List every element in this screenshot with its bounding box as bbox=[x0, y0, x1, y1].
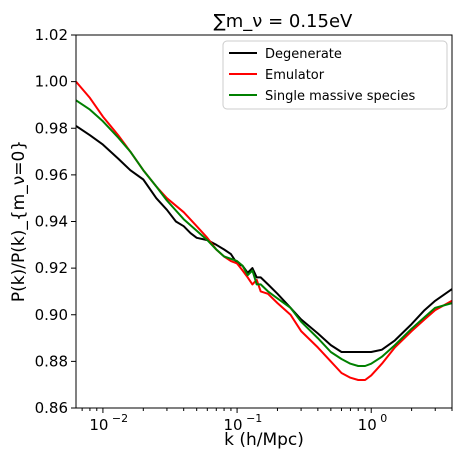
x-tick-label: 10 bbox=[89, 416, 108, 434]
y-axis-label: P(k)/P(k)_{m_ν=0} bbox=[9, 140, 29, 302]
y-tick-label: 1.02 bbox=[35, 26, 68, 44]
plot-frame bbox=[75, 34, 453, 409]
legend-label-1: Emulator bbox=[265, 68, 325, 83]
x-tick-exponent: −2 bbox=[112, 412, 128, 425]
x-tick-exponent: 0 bbox=[380, 412, 387, 425]
y-tick-label: 0.96 bbox=[35, 166, 68, 184]
y-tick-label: 0.90 bbox=[35, 306, 68, 324]
y-tick-label: 0.86 bbox=[35, 399, 68, 417]
series-layer bbox=[75, 80, 453, 381]
ticks-layer: 0.86 0.88 0.90 0.92 0.94 0.96 0.98 1.00 1.02 10 −2… bbox=[35, 26, 453, 434]
legend-box bbox=[222, 40, 448, 110]
x-axis-label: k (h/Mpc) bbox=[224, 430, 304, 450]
x-tick-exponent: −1 bbox=[246, 412, 262, 425]
chart-title: ∑m_ν = 0.15eV bbox=[214, 11, 353, 32]
legend: Degenerate Emulator Single massive species bbox=[222, 40, 448, 110]
y-tick-label: 0.88 bbox=[35, 352, 68, 370]
legend-label-2: Single massive species bbox=[265, 89, 415, 104]
y-tick-label: 0.98 bbox=[35, 119, 68, 137]
y-tick-label: 0.92 bbox=[35, 259, 68, 277]
x-tick-label: 10 bbox=[358, 416, 377, 434]
y-tick-label: 1.00 bbox=[35, 73, 68, 91]
y-tick-label: 0.94 bbox=[35, 213, 68, 231]
series-line-0 bbox=[75, 125, 453, 353]
legend-label-0: Degenerate bbox=[265, 47, 342, 62]
series-line-2 bbox=[75, 99, 453, 367]
series-line-1 bbox=[75, 80, 453, 381]
x-tick-label: 10 bbox=[224, 416, 243, 434]
